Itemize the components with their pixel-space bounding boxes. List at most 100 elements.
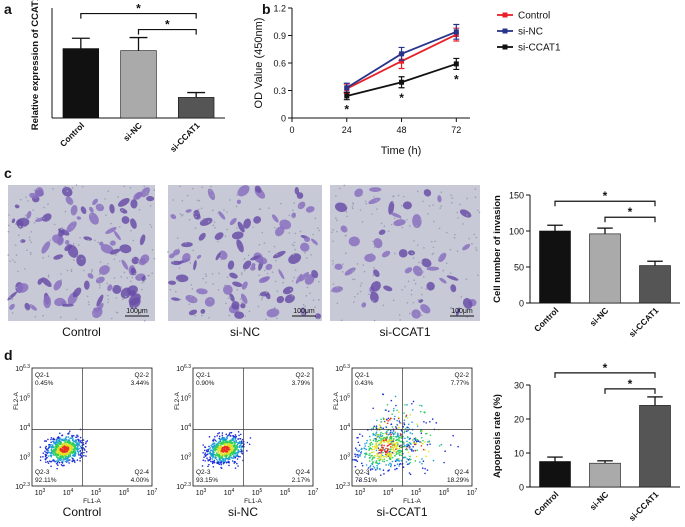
event-dot [54, 451, 56, 453]
y-axis-title: Cell number of invasion [492, 195, 503, 303]
event-dot [380, 451, 383, 454]
event-dot [237, 455, 240, 458]
pore [372, 240, 374, 243]
pore [17, 270, 19, 273]
pore [453, 236, 456, 239]
event-dot [392, 409, 395, 412]
pore [412, 257, 415, 259]
event-dot [56, 462, 58, 465]
pore [421, 314, 423, 317]
event-dot [365, 442, 368, 444]
event-dot [414, 449, 417, 452]
pore [432, 204, 434, 206]
event-dot [202, 451, 204, 454]
event-dot [47, 447, 49, 450]
event-dot [217, 460, 219, 463]
event-dot [73, 448, 75, 451]
tick-label: 103 [35, 488, 46, 497]
pore [212, 224, 215, 227]
event-dot [360, 450, 363, 453]
event-dot [360, 448, 362, 451]
tick-exp: 3 [27, 453, 30, 459]
pore [33, 221, 36, 224]
pore [70, 270, 73, 273]
significance-label: * [603, 361, 608, 375]
event-dot [375, 442, 377, 445]
pore [301, 309, 303, 312]
event-dot [387, 410, 390, 413]
quadrant-name: Q2-1 [35, 372, 50, 379]
y-tick-label: 20 [514, 415, 524, 425]
pore [72, 221, 75, 224]
event-dot [409, 473, 412, 476]
cell [257, 256, 268, 265]
pore [258, 294, 261, 297]
event-dot [385, 433, 388, 435]
pore [115, 311, 118, 314]
event-dot [46, 452, 49, 454]
event-dot [235, 448, 238, 451]
pore [185, 242, 187, 244]
event-dot [375, 447, 377, 450]
event-dot [203, 449, 206, 452]
tick-label: 102.3 [176, 482, 191, 491]
tick-base: 10 [19, 425, 27, 432]
event-dot [403, 443, 405, 445]
event-dot [50, 449, 53, 452]
tick-base: 10 [147, 490, 155, 497]
pore [265, 318, 267, 321]
event-dot [235, 447, 238, 449]
event-dot [226, 450, 229, 453]
event-dot [385, 430, 388, 433]
event-dot [390, 423, 392, 426]
event-dot [237, 449, 240, 451]
pore [407, 280, 410, 283]
cell [117, 197, 130, 207]
cell [390, 212, 402, 218]
event-dot [400, 449, 402, 452]
pore [198, 212, 201, 214]
event-dot [78, 439, 80, 442]
event-dot [219, 444, 222, 446]
event-dot [78, 443, 80, 446]
event-dot [207, 450, 210, 452]
cell [236, 239, 244, 253]
event-dot [412, 439, 414, 441]
event-dot [207, 459, 210, 462]
cell [237, 185, 250, 197]
bar [62, 48, 100, 119]
event-dot [85, 455, 87, 457]
pore [47, 203, 49, 205]
event-dot [73, 455, 76, 458]
event-dot [393, 418, 396, 420]
event-dot [222, 450, 224, 452]
pore [139, 312, 141, 315]
pore [143, 319, 146, 322]
cell [388, 201, 395, 215]
event-dot [47, 462, 50, 464]
pore [309, 292, 311, 294]
cell [243, 218, 251, 229]
event-dot [211, 458, 214, 460]
event-dot [241, 442, 243, 445]
event-dot [228, 464, 230, 467]
cell [383, 285, 393, 292]
event-dot [69, 459, 71, 461]
event-dot [391, 426, 394, 428]
pore [209, 299, 212, 301]
event-dot [234, 448, 237, 451]
event-dot [218, 454, 220, 456]
pore [194, 227, 197, 229]
pore [477, 209, 479, 212]
event-dot [411, 409, 414, 411]
event-dot [74, 441, 77, 443]
event-dot [61, 434, 63, 437]
pore [241, 272, 243, 274]
event-dot [397, 445, 399, 448]
legend-label: si-CCAT1 [518, 43, 561, 54]
event-dot [238, 445, 241, 448]
quadrant-name: Q2-4 [296, 469, 311, 476]
tick-exp: 5 [260, 488, 263, 494]
event-dot [61, 443, 63, 445]
event-dot [364, 454, 367, 456]
